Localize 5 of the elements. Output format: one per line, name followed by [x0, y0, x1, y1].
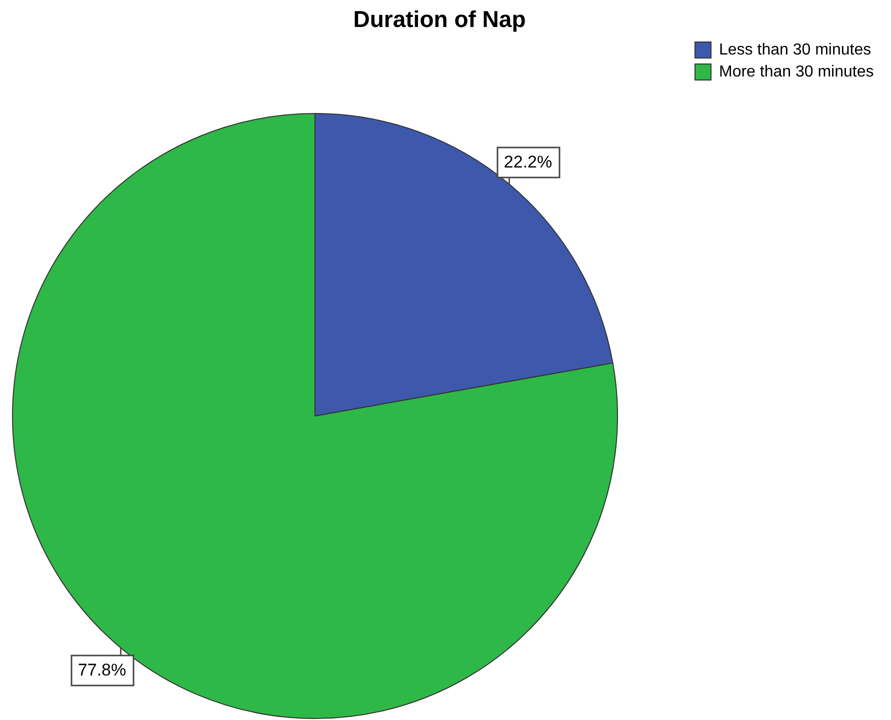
- data-label: 22.2%: [504, 152, 552, 172]
- chart-title: Duration of Nap: [353, 6, 526, 32]
- legend-label: Less than 30 minutes: [719, 41, 872, 58]
- legend-label: More than 30 minutes: [719, 63, 874, 80]
- data-label: 77.8%: [78, 660, 126, 680]
